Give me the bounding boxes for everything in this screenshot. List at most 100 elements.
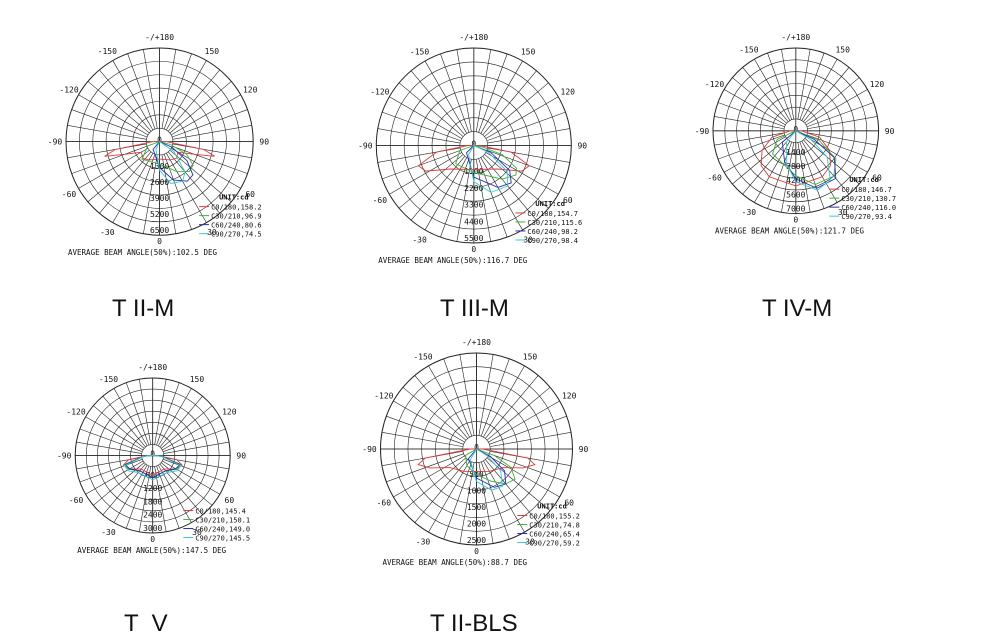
angle-tick-label: 60 <box>225 496 235 505</box>
chart-title: T III-M <box>440 295 509 322</box>
grid-spoke <box>767 141 793 209</box>
grid-spoke <box>398 154 464 209</box>
grid-spoke <box>113 464 148 523</box>
grid-spoke <box>781 142 795 213</box>
angle-tick-label: 30 <box>207 228 217 237</box>
radial-tick-label: 2500 <box>467 536 486 545</box>
grid-spoke <box>424 60 468 134</box>
grid-spoke <box>797 142 811 213</box>
angle-tick-label: 90 <box>236 452 246 461</box>
grid-spoke <box>102 395 146 448</box>
grid-spoke <box>801 58 838 121</box>
legend-entry: C0/180,158.2 <box>211 204 262 212</box>
radial-tick-label: 3000 <box>143 524 162 533</box>
grid-spoke <box>138 466 152 532</box>
angle-tick-label: 120 <box>222 407 237 416</box>
angle-tick-label: -150 <box>410 48 429 57</box>
grid-spoke <box>803 67 850 122</box>
grid-spoke <box>162 460 220 495</box>
grid-spoke <box>381 451 464 466</box>
legend-entry: C30/210,74.8 <box>529 522 580 530</box>
grid-spoke <box>166 60 207 131</box>
angle-tick-label: -150 <box>739 46 758 55</box>
angle-tick-label: -120 <box>374 392 393 401</box>
grid-spoke <box>486 387 551 441</box>
grid-spoke <box>127 154 156 230</box>
angle-tick-label: -120 <box>66 407 85 416</box>
angle-tick-label: 150 <box>835 46 850 55</box>
angle-tick-label: 30 <box>192 528 202 537</box>
angle-tick-label: -/+180 <box>138 363 167 372</box>
grid-spoke <box>172 109 248 138</box>
grid-spoke <box>443 461 473 540</box>
grid-spoke <box>717 102 785 128</box>
grid-spoke <box>163 459 226 483</box>
angle-tick-label: 0 <box>474 443 479 452</box>
grid-spoke <box>807 116 878 130</box>
grid-spoke <box>166 153 207 223</box>
grid-spoke <box>483 460 525 533</box>
grid-spoke <box>71 145 148 174</box>
angle-tick-label: -60 <box>377 499 392 508</box>
angle-tick-label: 90 <box>579 445 589 454</box>
grid-spoke <box>485 96 559 139</box>
legend-entry: C0/180,155.2 <box>529 513 580 521</box>
radial-tick-label: 6500 <box>150 226 169 235</box>
radial-tick-label: 2400 <box>143 511 162 520</box>
radial-tick-label: 1500 <box>467 503 486 512</box>
radial-tick-label: 2200 <box>464 184 483 193</box>
grid-spoke <box>167 151 220 214</box>
radial-zero-label: 0 <box>157 237 162 246</box>
grid-spoke <box>93 405 145 449</box>
series-curve-c0 <box>417 448 536 472</box>
grid-spoke <box>67 125 147 140</box>
grid-spoke <box>393 455 465 498</box>
radial-zero-label: 0 <box>474 547 479 556</box>
radial-tick-label: 5200 <box>150 210 169 219</box>
grid-spoke <box>723 89 786 126</box>
panel-t-iii-m: -/+180 -150 150 -120 120 -90 90 -60 60 -30 30 0 1100… <box>345 30 625 285</box>
grid-spoke <box>85 416 144 451</box>
panel-t-ii-m: -/+180 -150 150 -120 120 -90 90 -60 60 -30 30 0 1300… <box>40 30 300 280</box>
grid-spoke <box>717 134 785 160</box>
angle-tick-label: -90 <box>358 142 373 151</box>
series-curve-c30 <box>465 448 516 485</box>
grid-spoke <box>156 382 180 446</box>
beam-angle-footer: AVERAGE BEAM ANGLE(50%):102.5 DEG <box>68 248 217 257</box>
radial-tick-label: 1100 <box>464 167 483 176</box>
grid-spoke <box>85 460 144 495</box>
radial-tick-label: 4400 <box>464 217 483 226</box>
angle-tick-label: -90 <box>57 452 72 461</box>
polar-chart-t-ii-m: -/+180 -150 150 -120 120 -90 90 -60 60 -30 30 0 1300… <box>48 33 269 257</box>
series-curve-c60 <box>465 144 512 188</box>
radial-tick-label: 1400 <box>786 148 805 157</box>
grid-spoke <box>487 128 570 144</box>
angle-tick-label: -60 <box>373 196 388 205</box>
angle-tick-label: -150 <box>99 375 118 384</box>
angle-tick-label: -30 <box>416 538 431 547</box>
grid-spoke <box>138 379 152 445</box>
grid-spoke <box>485 375 539 439</box>
grid-spoke <box>78 94 149 136</box>
grid-spoke <box>480 461 510 540</box>
legend-entry: C90/270,145.5 <box>195 535 250 543</box>
grid-spoke <box>805 89 868 126</box>
legend-entry: C90/270,74.5 <box>211 231 262 239</box>
unit-label: UNIT:cd <box>219 194 249 202</box>
grid-spoke <box>127 53 156 130</box>
panel-t-iv-m: -/+180 -150 150 -120 120 -90 90 -60 60 -30 30 0 1400… <box>690 30 920 270</box>
angle-tick-label: 150 <box>190 375 205 384</box>
legend-entry: C90/270,93.4 <box>841 213 892 221</box>
grid-spoke <box>78 148 149 189</box>
grid-spoke <box>804 138 860 185</box>
angle-tick-label: -30 <box>412 235 427 244</box>
legend-entry: C90/270,59.2 <box>529 540 580 548</box>
grid-spoke <box>803 139 850 195</box>
chart-title: T II-BLS <box>430 610 518 637</box>
unit-label: UNIT:cd <box>537 503 567 511</box>
grid-spoke <box>754 58 791 121</box>
unit-label: UNIT:cd <box>535 200 565 208</box>
angle-tick-label: 150 <box>521 48 536 57</box>
angle-tick-label: -120 <box>59 85 78 94</box>
polar-chart-t-iv-m: -/+180 -150 150 -120 120 -90 90 -60 60 -30 30 0 1400… <box>695 33 896 236</box>
